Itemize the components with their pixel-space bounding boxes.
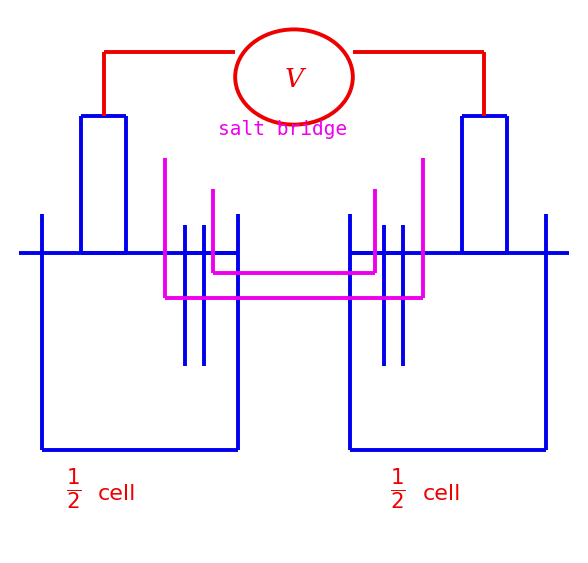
Text: cell: cell [423,484,461,504]
Text: $\frac{1}{2}$: $\frac{1}{2}$ [65,466,81,512]
Text: $\frac{1}{2}$: $\frac{1}{2}$ [390,466,406,512]
Text: V: V [285,68,303,92]
Text: salt bridge: salt bridge [218,120,348,138]
Text: cell: cell [98,484,136,504]
